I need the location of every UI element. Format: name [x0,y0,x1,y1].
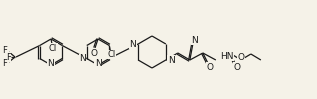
Text: Cl: Cl [107,50,115,59]
Text: N: N [95,59,101,68]
Text: O: O [233,62,240,71]
Text: F: F [6,52,11,61]
Text: N: N [191,36,198,44]
Text: F: F [2,46,7,55]
Text: O: O [90,49,98,58]
Text: HN: HN [220,51,233,60]
Text: Cl: Cl [49,43,57,52]
Text: N: N [79,54,86,63]
Text: O: O [206,62,213,71]
Text: F: F [2,59,7,69]
Text: N: N [48,59,55,68]
Text: N: N [168,56,175,65]
Text: N: N [129,40,136,49]
Text: O: O [237,52,244,61]
